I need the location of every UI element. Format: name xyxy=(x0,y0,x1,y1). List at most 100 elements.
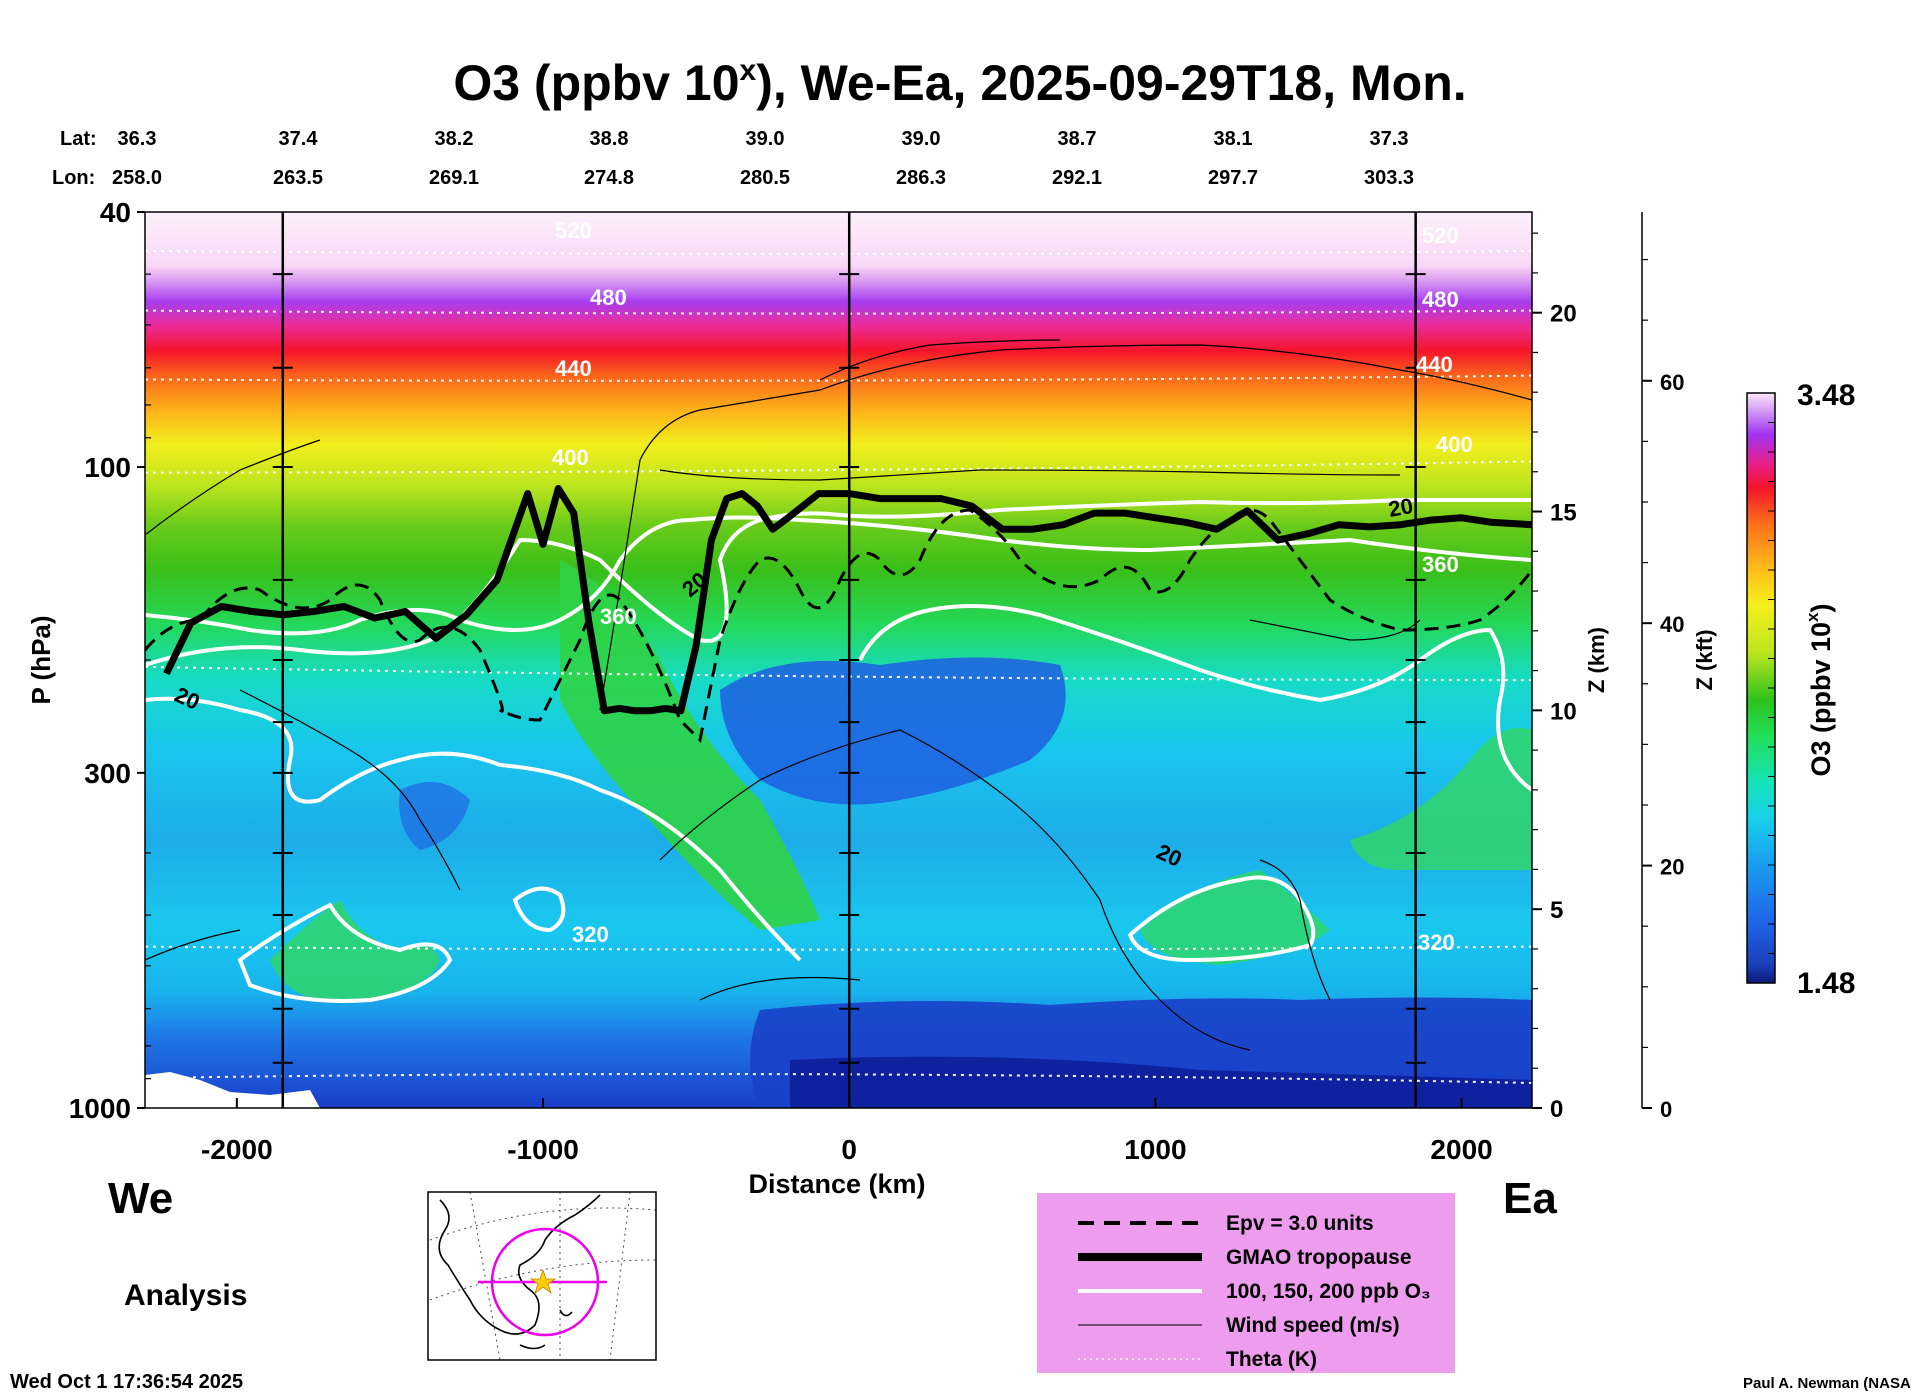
mid-level-green-patch-east xyxy=(1140,870,1330,965)
wind-speed-contours xyxy=(145,339,1532,1051)
ozone-closed-contour-east xyxy=(1127,875,1316,963)
inset-map xyxy=(427,1191,657,1361)
distance-tick-label: 0 xyxy=(841,1134,857,1165)
legend-label: GMAO tropopause xyxy=(1226,1246,1412,1269)
distance-tick-label: -2000 xyxy=(201,1134,273,1165)
pressure-tick-label: 1000 xyxy=(69,1093,131,1124)
theta-label-400: 400 xyxy=(552,445,589,470)
lat-value: 38.2 xyxy=(435,128,474,150)
z-km-axis: 0 5 10 15 20 xyxy=(1532,232,1577,1123)
z-kft-axis-label: Z (kft) xyxy=(1692,629,1717,690)
legend-label: Epv = 3.0 units xyxy=(1226,1212,1374,1235)
lon-value: 274.8 xyxy=(584,167,634,189)
z-km-tick-label: 5 xyxy=(1550,897,1563,924)
lat-value: 36.3 xyxy=(118,128,157,150)
z-kft-tick-label: 60 xyxy=(1660,370,1684,395)
lon-value: 263.5 xyxy=(273,167,323,189)
lon-value: 297.7 xyxy=(1208,167,1258,189)
ozone-contour-200ppb xyxy=(145,497,1532,667)
lat-value: 37.4 xyxy=(279,128,319,150)
chart-title: O3 (ppbv 10x), We-Ea, 2025-09-29T18, Mon… xyxy=(453,54,1466,111)
theta-label-360-east: 360 xyxy=(1422,552,1459,577)
z-kft-tick-label: 0 xyxy=(1660,1097,1672,1122)
plot-area xyxy=(145,212,1532,1108)
timestamp: Wed Oct 1 17:36:54 2025 xyxy=(10,1371,243,1393)
theta-label-520-east: 520 xyxy=(1422,223,1459,248)
legend-label: Theta (K) xyxy=(1226,1348,1317,1371)
colorbar: 3.48 1.48 O3 (ppbv 10x) xyxy=(1746,379,1855,1000)
lat-value: 38.8 xyxy=(590,128,629,150)
wind-contour-3 xyxy=(819,339,1061,381)
legend-label: 100, 150, 200 ppb O₃ xyxy=(1226,1280,1431,1303)
lat-label: Lat: xyxy=(60,128,97,150)
pressure-tick-label: 40 xyxy=(100,197,131,228)
lat-value: 39.0 xyxy=(746,128,785,150)
wind-contour-7 xyxy=(699,976,861,1001)
wind-contour-5 xyxy=(239,689,461,891)
mid-level-green-patch-west xyxy=(270,900,440,1002)
theta-contour xyxy=(145,1073,1532,1084)
colorbar-title: O3 (ppbv 10x) xyxy=(1803,603,1836,776)
y-axis-label: P (hPa) xyxy=(26,615,56,704)
wind-contour-9 xyxy=(1259,859,1331,1001)
ozone-closed-contour-center xyxy=(512,886,566,933)
wind-contour-10 xyxy=(145,929,241,961)
low-ozone-region-boundary-layer-lower xyxy=(790,1056,1532,1108)
colorbar-max-label: 3.48 xyxy=(1797,379,1855,412)
lon-label: Lon: xyxy=(52,167,95,189)
wind-contour-8 xyxy=(1249,619,1421,641)
latlon-header: Lat: Lon: 36.3 37.4 38.2 38.8 39.0 39.0 38.7 38… xyxy=(52,128,1414,189)
pressure-axis: 40 100 300 1000 xyxy=(69,197,151,1124)
theta-label-480: 480 xyxy=(590,285,627,310)
wind-contour-2 xyxy=(599,344,1532,711)
z-km-tick-label: 10 xyxy=(1550,698,1577,725)
gmao-tropopause-line xyxy=(163,485,1532,715)
lat-value: 39.0 xyxy=(902,128,941,150)
z-km-tick-label: 15 xyxy=(1550,500,1577,527)
legend: Epv = 3.0 units GMAO tropopause 100, 150, … xyxy=(1037,1193,1455,1373)
theta-label-440: 440 xyxy=(555,356,592,381)
analysis-label: Analysis xyxy=(124,1279,247,1312)
theta-label-400-east: 400 xyxy=(1436,432,1473,457)
vertical-marker-lines xyxy=(272,212,1426,1108)
z-kft-tick-label: 40 xyxy=(1660,612,1684,637)
ozone-closed-contour-west xyxy=(237,902,453,1003)
low-ozone-region-upper-central xyxy=(720,657,1066,805)
lon-value: 292.1 xyxy=(1052,167,1102,189)
wind-contour-6 xyxy=(659,729,1251,1051)
distance-tick-label: -1000 xyxy=(507,1134,579,1165)
mid-level-green-patch-far-east xyxy=(1350,728,1532,870)
ozone-contour-100ppb-east xyxy=(858,604,1532,792)
distance-tick-label: 2000 xyxy=(1430,1134,1492,1165)
wind-label-20-upper-east: 20 xyxy=(1387,493,1415,522)
lon-value: 280.5 xyxy=(740,167,790,189)
low-ozone-region-mid-left xyxy=(399,782,470,850)
east-label: Ea xyxy=(1503,1174,1557,1223)
inset-coastline xyxy=(438,1194,601,1350)
theta-label-360: 360 xyxy=(600,604,637,629)
distance-axis: -2000 -1000 0 1000 2000 xyxy=(201,1098,1493,1165)
colorbar-min-label: 1.48 xyxy=(1797,967,1855,1000)
theta-label-520: 520 xyxy=(555,218,592,243)
theta-label-440-east: 440 xyxy=(1416,352,1453,377)
lon-value: 269.1 xyxy=(429,167,479,189)
lat-value: 38.1 xyxy=(1214,128,1253,150)
z-km-axis-label: Z (km) xyxy=(1584,627,1609,693)
lat-value: 37.3 xyxy=(1370,128,1409,150)
inset-star-icon xyxy=(529,1268,557,1295)
pressure-tick-label: 300 xyxy=(84,758,131,789)
west-label: We xyxy=(108,1174,173,1223)
lon-value: 303.3 xyxy=(1364,167,1414,189)
theta-label-480-east: 480 xyxy=(1422,287,1459,312)
theta-label-320-east: 320 xyxy=(1418,930,1455,955)
x-axis-label: Distance (km) xyxy=(748,1169,925,1199)
lon-value: 258.0 xyxy=(112,167,162,189)
ozone-contours xyxy=(145,497,1532,1003)
lat-value: 38.7 xyxy=(1058,128,1097,150)
theta-label-320: 320 xyxy=(572,922,609,947)
z-kft-axis: 0 20 40 60 xyxy=(1641,212,1684,1122)
legend-label: Wind speed (m/s) xyxy=(1226,1314,1400,1337)
pressure-tick-label: 100 xyxy=(84,452,131,483)
distance-tick-label: 1000 xyxy=(1124,1134,1186,1165)
